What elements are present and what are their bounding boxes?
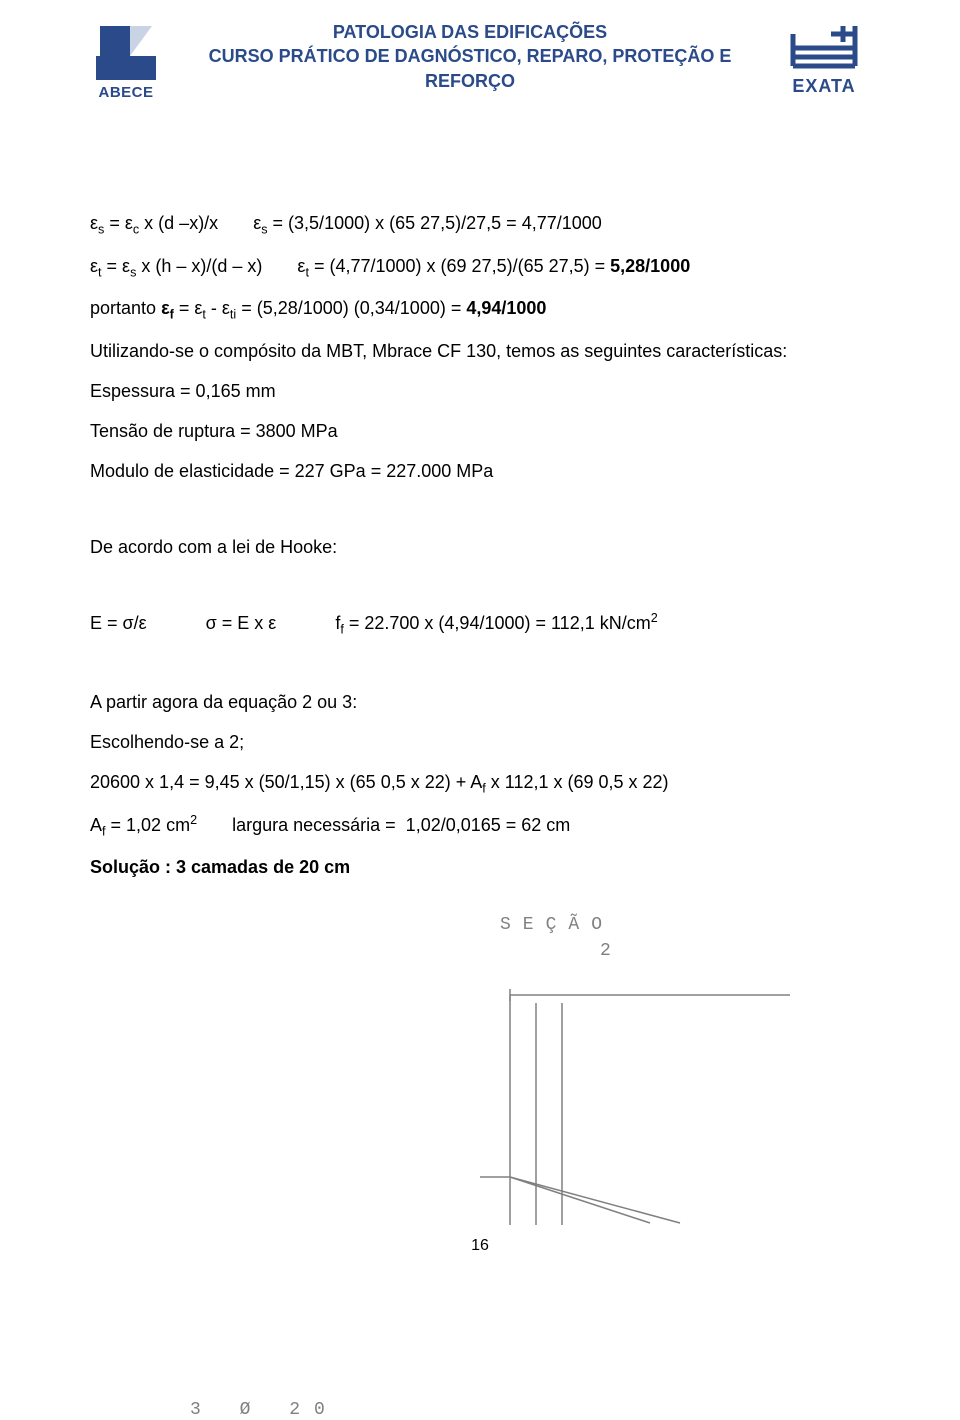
text-line-5: Espessura = 0,165 mm — [90, 374, 870, 408]
eq-line-12: 20600 x 1,4 = 9,45 x (50/1,15) x (65 0,5… — [90, 765, 870, 802]
abece-logo: ABECE — [90, 20, 162, 106]
text-line-8: De acordo com a lei de Hooke: — [90, 530, 870, 564]
figure-section-label: SEÇÃO — [500, 915, 870, 935]
eq-line-13: Af = 1,02 cm2 largura necessária = 1,02/… — [90, 808, 870, 845]
text-line-4: Utilizando-se o compósito da MBT, Mbrace… — [90, 334, 870, 368]
figure-drawing: 2 3 Ø 20 — [350, 941, 790, 1201]
text-line-10: A partir agora da equação 2 ou 3: — [90, 685, 870, 719]
header-title-line2: CURSO PRÁTICO DE DAGNÓSTICO, REPARO, PRO… — [162, 44, 778, 93]
header-title-block: PATOLOGIA DAS EDIFICAÇÕES CURSO PRÁTICO … — [162, 20, 778, 93]
figure-svg — [350, 965, 790, 1225]
abece-logo-label: ABECE — [98, 84, 153, 101]
header-title-line1: PATOLOGIA DAS EDIFICAÇÕES — [162, 20, 778, 44]
eq-line-3: portanto εf = εt - εti = (5,28/1000) (0,… — [90, 291, 870, 328]
page: ABECE PATOLOGIA DAS EDIFICAÇÕES CURSO PR… — [0, 0, 960, 1393]
exata-logo-label: EXATA — [792, 76, 855, 97]
page-header: ABECE PATOLOGIA DAS EDIFICAÇÕES CURSO PR… — [90, 20, 870, 106]
text-line-6: Tensão de ruptura = 3800 MPa — [90, 414, 870, 448]
abece-logo-icon — [94, 20, 158, 82]
page-number: 16 — [90, 1237, 870, 1255]
text-line-7: Modulo de elasticidade = 227 GPa = 227.0… — [90, 454, 870, 488]
text-line-11: Escolhendo-se a 2; — [90, 725, 870, 759]
eq-line-2: εt = εs x (h – x)/(d – x) εt = (4,77/100… — [90, 249, 870, 286]
figure-top-number: 2 — [600, 941, 790, 961]
text-line-14: Solução : 3 camadas de 20 cm — [90, 850, 870, 884]
exata-logo: EXATA — [778, 20, 870, 106]
figure-left-dim: 3 Ø 20 — [190, 1400, 790, 1420]
body-content: εs = εc x (d –x)/x εs = (3,5/1000) x (65… — [90, 206, 870, 885]
eq-line-9: E = σ/ε σ = E x ε ff = 22.700 x (4,94/10… — [90, 606, 870, 643]
section-figure: SEÇÃO 2 3 Ø 20 — [350, 915, 870, 1201]
exata-logo-icon — [785, 20, 863, 74]
eq-line-1: εs = εc x (d –x)/x εs = (3,5/1000) x (65… — [90, 206, 870, 243]
